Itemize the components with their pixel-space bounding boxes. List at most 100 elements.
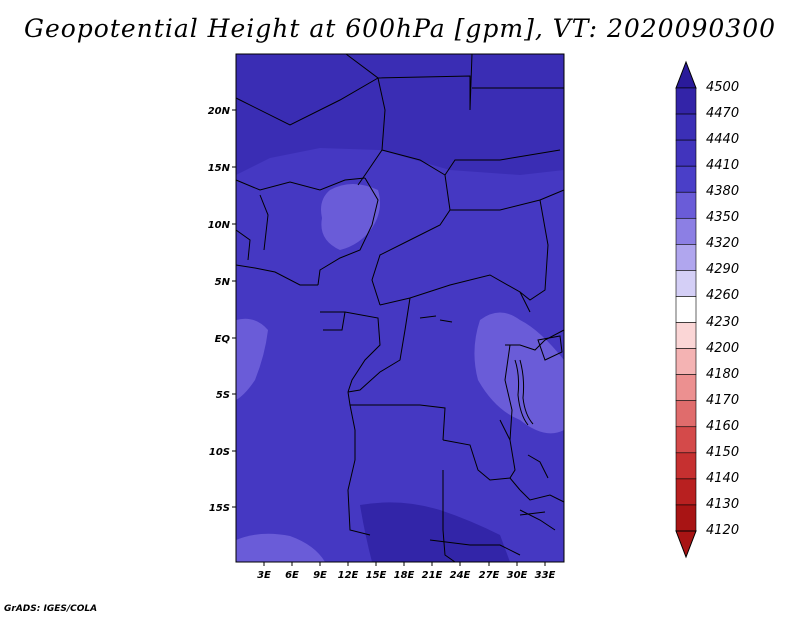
- lake-outline: [537, 335, 563, 361]
- lat-tick-label: 5S: [216, 390, 230, 401]
- border-line: [442, 470, 456, 563]
- field-light-patch-coast: [236, 318, 268, 400]
- colorbar-swatch: [675, 296, 697, 323]
- lon-tick-label: 27E: [479, 570, 500, 581]
- border-line: [519, 199, 549, 301]
- border-line: [379, 274, 531, 313]
- border-line: [377, 53, 473, 111]
- colorbar: [675, 60, 697, 559]
- lon-tick-label: 3E: [257, 570, 271, 581]
- border-line: [235, 177, 366, 191]
- colorbar-level-label: 4140: [706, 470, 740, 486]
- field-south-dark-region: [360, 502, 510, 562]
- colorbar-swatch: [675, 348, 697, 375]
- height-field: [236, 54, 564, 562]
- field-light-patch-west: [321, 184, 380, 250]
- lon-tick-label: 30E: [507, 570, 528, 581]
- lon-tick-label: 18E: [394, 570, 415, 581]
- lat-tick-label: 20N: [208, 106, 231, 117]
- colorbar-bottom-arrow: [675, 530, 697, 559]
- field-light-patch-southwest: [236, 533, 325, 562]
- border-line: [317, 177, 379, 286]
- lon-axis: 3E 6E 9E 12E 15E 18E 21E 24E 27E 30E 33E: [257, 562, 556, 581]
- colorbar-level-label: 4200: [706, 340, 740, 356]
- lake-outline: [514, 359, 529, 426]
- lon-tick-label: 24E: [450, 570, 471, 581]
- colorbar-swatch: [675, 217, 697, 245]
- colorbar-swatch: [675, 270, 697, 297]
- lake-outline: [439, 319, 453, 323]
- lat-tick-label: 15N: [208, 163, 231, 174]
- colorbar-level-label: 4320: [706, 236, 740, 252]
- border-line: [429, 539, 521, 556]
- border-line: [444, 149, 561, 176]
- colorbar-level-label: 4260: [706, 288, 740, 304]
- border-line: [450, 189, 565, 211]
- lat-tick-label: 15S: [209, 503, 230, 514]
- colorbar-level-label: 4440: [706, 132, 740, 148]
- lon-tick-label: 33E: [535, 570, 556, 581]
- colorbar-level-label: 4380: [706, 184, 740, 200]
- border-line: [519, 489, 565, 503]
- colorbar-swatch: [675, 504, 697, 532]
- lat-axis: 20N 15N 10N 5N EQ 5S 10S 15S: [208, 106, 236, 514]
- lat-tick-label: 10N: [208, 220, 231, 231]
- lake-outline: [519, 511, 546, 516]
- border-line: [347, 391, 446, 441]
- colorbar-top-arrow: [675, 60, 697, 89]
- border-line: [235, 53, 379, 126]
- border-line: [499, 419, 516, 479]
- colorbar-swatch: [675, 113, 697, 141]
- border-line: [347, 297, 411, 393]
- colorbar-level-label: 4150: [706, 444, 740, 460]
- lon-tick-label: 21E: [422, 570, 443, 581]
- border-line: [371, 149, 451, 306]
- lon-tick-label: 6E: [285, 570, 299, 581]
- colorbar-swatch: [675, 374, 697, 402]
- colorbar-level-label: 4120: [706, 523, 740, 538]
- border-line: [235, 229, 251, 261]
- border-line: [347, 404, 371, 536]
- colorbar-swatch: [675, 87, 697, 115]
- colorbar-level-label: 4470: [706, 106, 740, 122]
- border-line: [504, 344, 513, 441]
- lake-outline: [519, 359, 534, 425]
- lat-tick-label: EQ: [215, 334, 231, 345]
- lat-tick-label: 10S: [209, 447, 230, 458]
- colorbar-level-label: 4500: [706, 80, 740, 95]
- colorbar-swatch: [675, 452, 697, 480]
- colorbar-swatch: [675, 478, 697, 506]
- colorbar-swatch: [675, 139, 697, 167]
- country-borders: [235, 53, 565, 563]
- colorbar-swatch: [675, 165, 697, 193]
- lon-tick-label: 9E: [313, 570, 327, 581]
- colorbar-level-label: 4130: [706, 496, 740, 512]
- colorbar-swatch: [675, 191, 697, 219]
- border-line: [235, 264, 318, 286]
- colorbar-level-label: 4290: [706, 262, 740, 278]
- border-line: [442, 439, 521, 491]
- colorbar-swatch: [675, 426, 697, 454]
- lon-tick-label: 12E: [338, 570, 359, 581]
- lat-tick-label: 5N: [215, 277, 231, 288]
- lake-outline: [419, 315, 437, 319]
- border-line: [519, 509, 556, 531]
- colorbar-level-label: 4410: [706, 158, 740, 174]
- colorbar-level-label: 4160: [706, 418, 740, 434]
- lake-outline: [527, 454, 549, 479]
- colorbar-swatch: [675, 322, 697, 349]
- chart-title: Geopotential Height at 600hPa [gpm], VT:…: [23, 14, 777, 43]
- field-north-region: [236, 54, 564, 175]
- colorbar-level-label: 4170: [706, 392, 740, 408]
- border-line: [505, 329, 565, 351]
- colorbar-swatch: [675, 400, 697, 428]
- border-line: [323, 311, 346, 331]
- colorbar-level-label: 4230: [706, 314, 740, 330]
- lon-tick-label: 15E: [366, 570, 387, 581]
- colorbar-swatch: [675, 244, 697, 271]
- colorbar-level-label: 4180: [706, 366, 740, 382]
- map-frame: [235, 53, 565, 563]
- border-line: [259, 194, 269, 251]
- colorbar-level-label: 4350: [706, 210, 740, 226]
